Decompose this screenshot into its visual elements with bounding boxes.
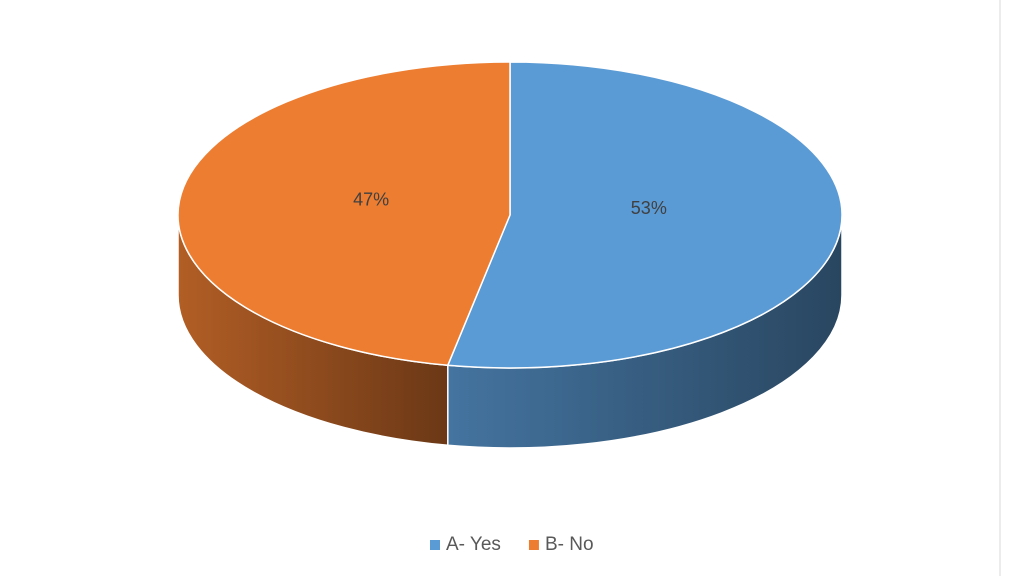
data-label: 53% [631, 198, 667, 218]
legend-label: B- No [545, 534, 594, 555]
legend-swatch [528, 540, 539, 550]
legend-label: A- Yes [446, 534, 501, 555]
pie-slice [446, 61, 843, 369]
data-label: 47% [353, 189, 389, 209]
legend-swatch [430, 540, 440, 550]
pie-slice [177, 61, 511, 367]
